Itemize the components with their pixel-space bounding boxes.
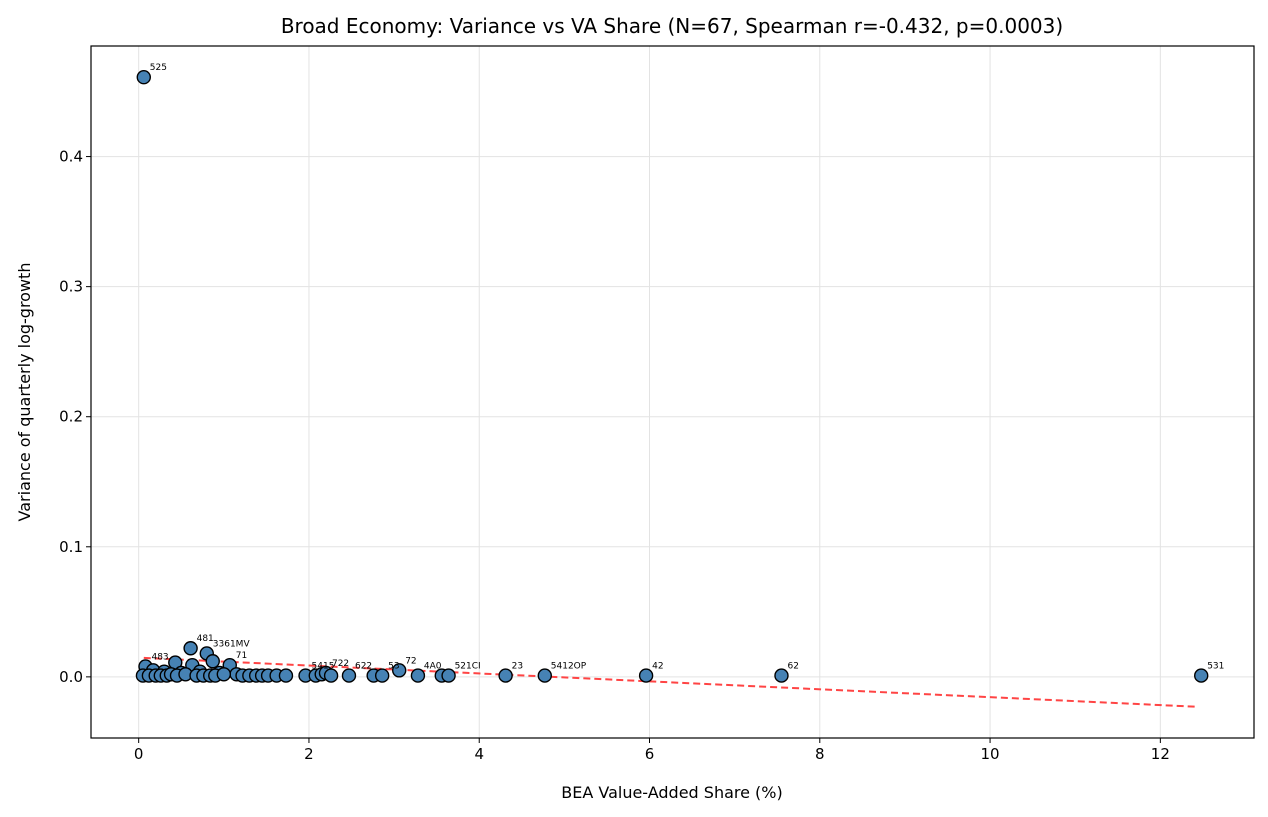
data-point	[774, 668, 789, 683]
data-point	[392, 663, 407, 678]
data-point	[638, 668, 654, 683]
point-label: 62	[787, 662, 798, 672]
y-axis-label: Variance of quarterly log-growth	[15, 263, 34, 522]
x-tick-label: 2	[304, 745, 314, 763]
x-tick-label: 6	[645, 745, 655, 763]
grid	[91, 46, 1254, 738]
x-axis-label: BEA Value-Added Share (%)	[561, 783, 782, 802]
data-point	[410, 668, 426, 683]
data-point	[374, 668, 390, 683]
data-point	[205, 654, 220, 669]
point-label: 5412OP	[551, 662, 587, 672]
data-point	[216, 667, 232, 682]
point-label: 525	[150, 63, 167, 73]
point-label: 5415	[312, 662, 335, 672]
point-label: 622	[355, 662, 372, 672]
y-tick-label: 0.0	[59, 668, 83, 686]
point-label: 3361MV	[213, 639, 251, 649]
chart-title: Broad Economy: Variance vs VA Share (N=6…	[281, 14, 1063, 38]
x-tick-label: 0	[134, 745, 144, 763]
y-tick-label: 0.2	[59, 408, 83, 426]
point-label: 23	[512, 662, 523, 672]
data-point	[183, 641, 198, 656]
point-label: 722	[332, 659, 349, 669]
y-tick-label: 0.4	[59, 148, 83, 166]
data-point	[341, 668, 357, 683]
point-label: 4A0	[424, 662, 442, 672]
point-label: 71	[236, 651, 247, 661]
x-tick-label: 10	[981, 745, 1000, 763]
data-point	[278, 668, 294, 683]
y-tick-label: 0.1	[59, 538, 83, 556]
x-tick-label: 8	[815, 745, 825, 763]
data-point	[136, 70, 151, 85]
data-point	[1194, 668, 1209, 683]
data-point	[498, 668, 513, 683]
trend-line	[143, 656, 1198, 708]
point-label: 481	[197, 634, 214, 644]
point-label: 53	[388, 662, 399, 672]
y-tick-label: 0.3	[59, 278, 83, 296]
ticks: 0 2 4 6 8 10 12 0.0 0.1 0.2 0.3 0.4	[59, 148, 1170, 763]
point-label: 483	[151, 652, 168, 662]
x-tick-label: 4	[474, 745, 484, 763]
point-label: 42	[652, 662, 663, 672]
x-tick-label: 12	[1151, 745, 1170, 763]
plot-frame	[90, 45, 1255, 739]
point-label: 521CI	[455, 662, 481, 672]
data-point	[441, 668, 456, 683]
point-label: 531	[1207, 662, 1224, 672]
data-point	[323, 668, 339, 683]
trend-line-group	[143, 656, 1198, 708]
data-point	[537, 668, 552, 683]
point-label: 72	[405, 656, 416, 666]
